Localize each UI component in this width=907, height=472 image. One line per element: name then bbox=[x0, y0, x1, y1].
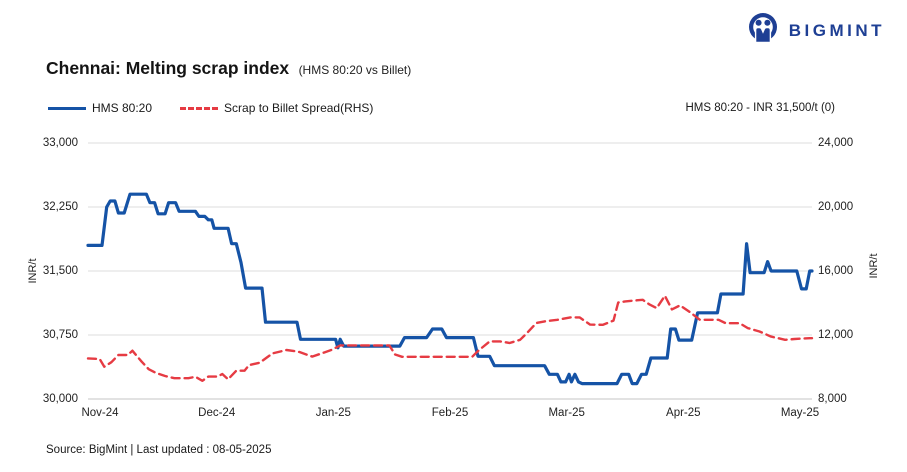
y-axis-title-left: INR/t bbox=[27, 258, 39, 284]
legend-item-hms: HMS 80:20 bbox=[48, 101, 152, 115]
x-axis-tick: May-25 bbox=[780, 407, 820, 419]
bigmint-logo: BIGMINT bbox=[746, 11, 885, 50]
legend-label: Scrap to Billet Spread(RHS) bbox=[224, 101, 374, 115]
y-axis-tick-left: 31,500 bbox=[42, 265, 78, 277]
y-axis-tick-right: 24,000 bbox=[818, 137, 854, 149]
x-axis-tick: Jan-25 bbox=[315, 407, 351, 419]
y-axis-tick-right: 12,000 bbox=[818, 329, 854, 341]
y-axis-tick-right: 16,000 bbox=[818, 265, 854, 277]
source-note: Source: BigMint | Last updated : 08-05-2… bbox=[46, 444, 272, 456]
legend-item-spread: Scrap to Billet Spread(RHS) bbox=[180, 101, 373, 115]
legend: HMS 80:20 Scrap to Billet Spread(RHS) HM… bbox=[48, 101, 835, 115]
y-axis-tick-right: 20,000 bbox=[818, 201, 854, 213]
y-axis-tick-left: 32,250 bbox=[42, 201, 78, 213]
page-subtitle: (HMS 80:20 vs Billet) bbox=[298, 63, 412, 77]
latest-value-annotation: HMS 80:20 - INR 31,500/t (0) bbox=[685, 102, 835, 114]
y-axis-tick-left: 30,750 bbox=[42, 329, 78, 341]
bigmint-logo-icon bbox=[746, 11, 780, 50]
title-row: Chennai: Melting scrap index (HMS 80:20 … bbox=[46, 58, 411, 79]
dashed-line-swatch-icon bbox=[180, 106, 219, 110]
bigmint-logo-text: BIGMINT bbox=[788, 20, 885, 40]
y-axis-title-right: INR/t bbox=[868, 253, 880, 279]
y-axis-tick-left: 30,000 bbox=[42, 393, 78, 405]
y-axis-tick-left: 33,000 bbox=[42, 137, 78, 149]
x-axis-tick: Feb-25 bbox=[431, 407, 469, 419]
x-axis-tick: Apr-25 bbox=[666, 407, 701, 419]
x-axis-tick: Dec-24 bbox=[198, 407, 236, 419]
x-axis-tick: Mar-25 bbox=[548, 407, 585, 419]
legend-label: HMS 80:20 bbox=[92, 101, 153, 115]
x-axis-tick: Nov-24 bbox=[81, 407, 119, 419]
solid-line-swatch-icon bbox=[48, 106, 86, 110]
page-title: Chennai: Melting scrap index bbox=[46, 58, 290, 78]
y-axis-tick-right: 8,000 bbox=[818, 393, 847, 405]
